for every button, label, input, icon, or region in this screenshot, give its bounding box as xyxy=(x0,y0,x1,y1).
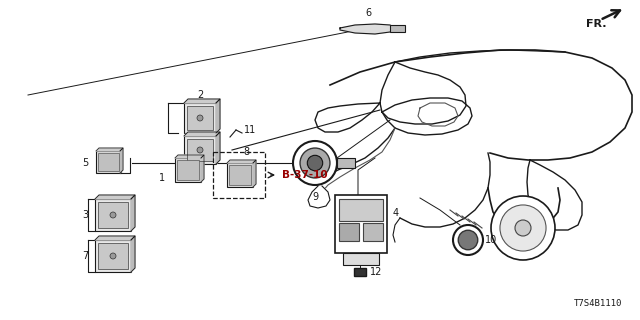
Text: 12: 12 xyxy=(370,267,382,277)
Bar xyxy=(363,223,383,241)
Polygon shape xyxy=(216,99,220,133)
Polygon shape xyxy=(253,160,256,187)
Bar xyxy=(213,152,265,198)
Bar xyxy=(184,136,216,164)
Circle shape xyxy=(491,196,555,260)
Bar xyxy=(98,243,128,269)
Polygon shape xyxy=(184,99,220,103)
Polygon shape xyxy=(216,132,220,164)
Circle shape xyxy=(500,205,546,251)
Bar xyxy=(98,202,128,228)
Bar xyxy=(95,199,131,231)
Text: 5: 5 xyxy=(82,158,88,168)
Bar xyxy=(227,163,253,187)
Text: 8: 8 xyxy=(243,147,249,157)
Bar xyxy=(96,151,121,173)
Circle shape xyxy=(110,212,116,218)
Text: 2: 2 xyxy=(197,90,203,100)
Text: 11: 11 xyxy=(244,125,256,135)
Text: FR.: FR. xyxy=(586,19,607,29)
Bar xyxy=(187,106,213,130)
Bar xyxy=(335,195,387,253)
Polygon shape xyxy=(131,236,135,272)
Polygon shape xyxy=(227,160,256,163)
Bar xyxy=(354,268,366,276)
Polygon shape xyxy=(95,236,135,240)
Circle shape xyxy=(300,148,330,178)
Text: T7S4B1110: T7S4B1110 xyxy=(573,299,622,308)
Circle shape xyxy=(110,253,116,259)
Bar xyxy=(229,165,251,185)
Text: 1: 1 xyxy=(159,173,165,183)
Polygon shape xyxy=(96,148,123,151)
Circle shape xyxy=(515,220,531,236)
Circle shape xyxy=(453,225,483,255)
Bar xyxy=(95,240,131,272)
Polygon shape xyxy=(184,132,220,136)
Circle shape xyxy=(197,147,203,153)
Bar xyxy=(337,158,355,168)
Text: 7: 7 xyxy=(82,251,88,261)
Circle shape xyxy=(307,155,323,171)
Bar xyxy=(177,160,199,180)
Polygon shape xyxy=(201,155,204,182)
Bar xyxy=(98,153,119,171)
Circle shape xyxy=(197,115,203,121)
Text: 6: 6 xyxy=(365,8,371,18)
Polygon shape xyxy=(120,148,123,173)
Circle shape xyxy=(293,141,337,185)
Circle shape xyxy=(458,230,477,250)
Text: B-37-10: B-37-10 xyxy=(282,170,328,180)
Bar xyxy=(175,158,201,182)
Bar xyxy=(339,223,359,241)
Text: 9: 9 xyxy=(312,192,318,202)
Bar xyxy=(187,139,213,161)
Polygon shape xyxy=(340,24,395,34)
Polygon shape xyxy=(95,195,135,199)
Bar xyxy=(339,199,383,221)
Polygon shape xyxy=(175,155,204,158)
Polygon shape xyxy=(131,195,135,231)
Bar xyxy=(343,253,379,265)
Text: 3: 3 xyxy=(82,210,88,220)
Text: 4: 4 xyxy=(393,208,399,218)
Text: 10: 10 xyxy=(485,235,497,245)
Bar xyxy=(390,25,405,32)
Polygon shape xyxy=(308,186,330,208)
Bar xyxy=(184,103,216,133)
